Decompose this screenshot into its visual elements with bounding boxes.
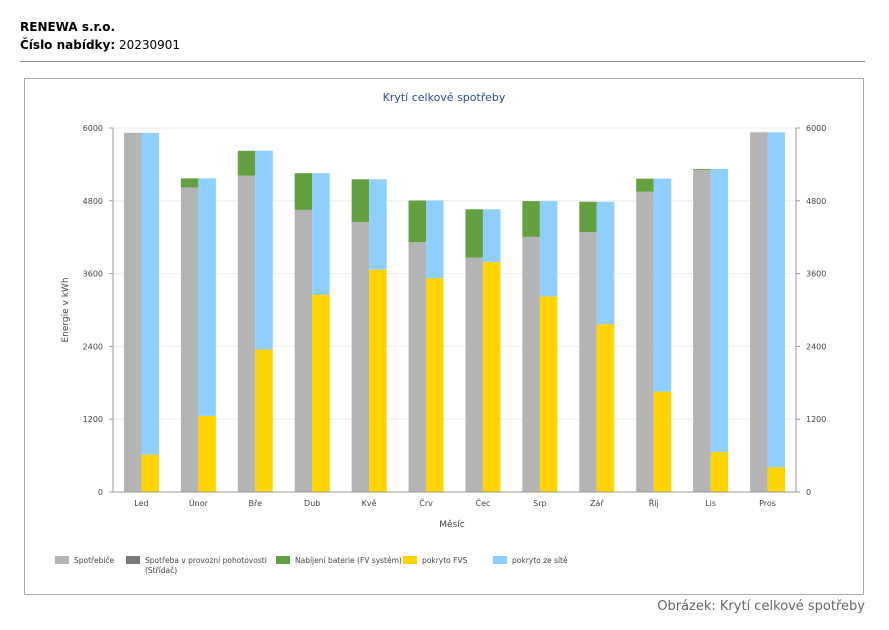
legend-swatch — [276, 556, 290, 564]
legend-swatch — [493, 556, 507, 564]
bar-segment — [408, 242, 427, 492]
legend-label: Nabíjení baterie (FV systém) — [295, 556, 402, 565]
bar-segment — [750, 132, 768, 492]
bar-segment — [351, 179, 370, 223]
bar-segment — [465, 209, 483, 258]
bar-segment — [522, 236, 540, 492]
y-tick-label-left: 1200 — [83, 415, 103, 424]
bar-segment — [180, 178, 199, 188]
offer-number: 20230901 — [118, 38, 181, 52]
legend-label: Spotřeba v provozní pohotovosti (Střídač) — [145, 556, 267, 575]
y-tick-label-left: 2400 — [83, 342, 103, 351]
y-tick-label-right: 6000 — [806, 124, 826, 133]
bar-segment — [408, 200, 427, 243]
chart-frame — [24, 78, 864, 595]
bar-segment — [198, 178, 216, 416]
bar-segment — [710, 451, 729, 492]
company-name: RENEWA s.r.o. — [20, 20, 116, 34]
bar-segment — [596, 201, 615, 325]
x-axis-label: Měsíc — [439, 520, 464, 530]
bar-segment — [426, 278, 444, 492]
legend-label: pokryto FVS — [422, 556, 468, 565]
bar-segment — [294, 173, 313, 210]
x-tick-label: Říj — [649, 498, 659, 508]
offer-number-line: Číslo nabídky: 20230901 — [20, 38, 180, 52]
bar-segment — [636, 178, 654, 192]
legend-swatch — [55, 556, 69, 564]
y-tick-label-left: 4800 — [83, 197, 103, 206]
bar-segment — [539, 296, 558, 492]
bar-segment — [426, 200, 444, 279]
header-divider — [20, 61, 865, 62]
y-tick-label-left: 0 — [98, 488, 103, 497]
y-tick-label-right: 3600 — [806, 270, 826, 279]
bar-segment — [636, 191, 654, 492]
bar-segment — [710, 168, 729, 452]
bar-segment — [653, 178, 672, 392]
bar-segment — [693, 169, 711, 493]
bar-segment — [351, 222, 370, 493]
bar-segment — [237, 150, 256, 176]
x-tick-label: Únor — [189, 497, 209, 508]
y-axis-label: Energie v kWh — [61, 277, 71, 342]
bar-segment — [653, 391, 672, 492]
y-tick-label-right: 4800 — [806, 197, 826, 206]
chart-title: Krytí celkové spotřeby — [383, 91, 506, 104]
bar-segment — [255, 349, 273, 492]
bar-segment — [482, 209, 501, 263]
y-tick-label-left: 3600 — [83, 270, 103, 279]
x-tick-label: Bře — [249, 499, 263, 508]
bar-segment — [539, 201, 558, 297]
legend-swatch — [126, 556, 140, 564]
bar-segment — [767, 132, 786, 468]
x-tick-label: Lis — [705, 499, 716, 508]
bar-segment — [180, 187, 199, 492]
bar-segment — [141, 132, 159, 455]
bar-segment — [465, 257, 483, 492]
bar-segment — [237, 175, 256, 492]
bar-segment — [294, 209, 313, 492]
x-tick-label: Zář — [590, 499, 604, 508]
legend-swatch — [403, 556, 417, 564]
bar-segment — [123, 132, 142, 492]
y-tick-label-right: 0 — [806, 488, 811, 497]
bar-segment — [767, 467, 786, 492]
bar-segment — [579, 201, 597, 233]
bar-segment — [198, 415, 216, 492]
x-tick-label: Dub — [304, 499, 320, 508]
bar-segment — [522, 201, 540, 237]
x-tick-label: Čec — [476, 497, 491, 508]
legend-label: pokryto ze sítě — [512, 556, 568, 565]
bar-segment — [369, 269, 387, 492]
bar-segment — [255, 150, 273, 350]
bar-segment — [369, 179, 387, 270]
bar-segment — [579, 232, 597, 492]
bar-segment — [482, 262, 501, 492]
y-tick-label-right: 2400 — [806, 342, 826, 351]
figure-caption: Obrázek: Krytí celkové spotřeby — [657, 599, 865, 614]
offer-label: Číslo nabídky: — [20, 38, 116, 52]
bar-segment — [596, 324, 615, 492]
x-tick-label: Led — [134, 499, 148, 508]
y-tick-label-left: 6000 — [83, 124, 103, 133]
x-tick-label: Pros — [759, 499, 776, 508]
x-tick-label: Črv — [419, 497, 433, 508]
legend-label: Spotřebiče — [74, 556, 115, 565]
bar-segment — [312, 173, 330, 295]
bar-segment — [693, 168, 711, 170]
x-tick-label: Kvě — [362, 499, 377, 508]
bar-segment — [141, 454, 159, 492]
bar-segment — [312, 294, 330, 492]
x-tick-label: Srp — [533, 499, 546, 508]
y-tick-label-right: 1200 — [806, 415, 826, 424]
